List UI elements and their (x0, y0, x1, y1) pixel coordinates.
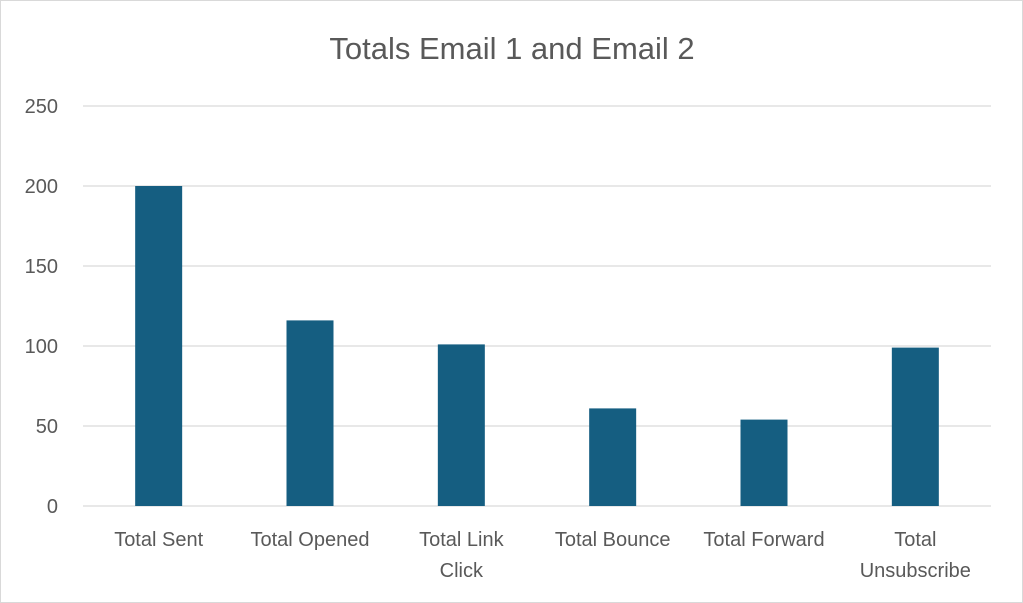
chart-title: Totals Email 1 and Email 2 (329, 31, 694, 66)
bar (437, 344, 485, 506)
y-tick-label: 100 (25, 336, 58, 358)
gridlines (83, 105, 991, 507)
bars (135, 186, 939, 506)
y-axis-ticks: 0 50 100 150 200 250 (25, 96, 58, 518)
y-tick-label: 50 (36, 416, 58, 438)
bar (135, 186, 183, 506)
bar (740, 419, 788, 506)
x-tick-label: Total Forward (703, 529, 824, 551)
x-tick-label: Unsubscribe (860, 560, 971, 582)
x-tick-label: Total (894, 529, 936, 551)
x-tick-label: Total Opened (251, 529, 370, 551)
bar (589, 408, 637, 506)
x-tick-label: Total Link (419, 529, 504, 551)
x-tick-label: Total Sent (114, 529, 203, 551)
x-tick-label: Total Bounce (555, 529, 671, 551)
bar (891, 347, 939, 506)
y-tick-label: 250 (25, 96, 58, 118)
y-tick-label: 150 (25, 256, 58, 278)
y-tick-label: 200 (25, 176, 58, 198)
x-tick-label: Click (440, 560, 484, 582)
x-axis-ticks: Total Sent Total Opened Total Link Click Tot… (114, 529, 971, 582)
bar (286, 320, 334, 506)
y-tick-label: 0 (47, 496, 58, 518)
